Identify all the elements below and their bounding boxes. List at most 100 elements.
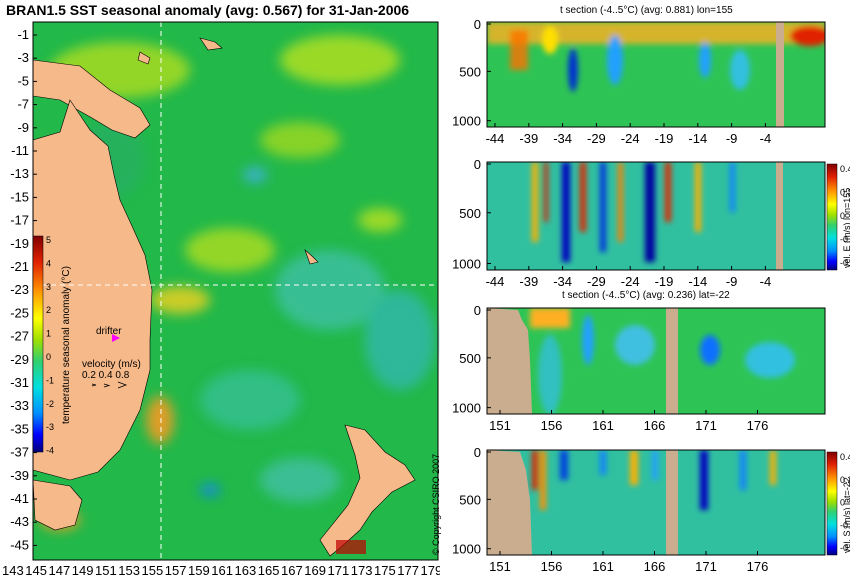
lon-tick-label: 147 <box>49 563 71 578</box>
lon-tick-labels: 143 145 147 149 151 153 155 157 159 161 163 165 167 1… <box>2 563 440 578</box>
lon-tick-label: 169 <box>304 563 326 578</box>
colorbar-tick-label: 5 <box>46 235 51 245</box>
velocity-colorbar-tick-label: 0.2 <box>840 188 850 198</box>
velocity-colorbar-tick-label: 0.4 <box>840 164 850 174</box>
lon-tick-label: 171 <box>328 563 350 578</box>
lon-tick-label: 177 <box>397 563 419 578</box>
lat-tick-label: -43 <box>10 514 29 529</box>
velocity-colorbar-tick-label: 0 <box>840 211 845 221</box>
colorbar-tick-label: -1 <box>46 375 54 385</box>
depth-tick-label: 1000 <box>452 257 481 272</box>
lat-tick-label: -27 <box>10 329 29 344</box>
x-tick-label: -14 <box>688 131 707 146</box>
panel4-field <box>487 450 825 555</box>
colorbar-tick-label: 3 <box>46 282 51 292</box>
x-tick-label: -34 <box>553 131 572 146</box>
map-colorbar-label: temperature seasonal anomaly (°C) <box>61 266 72 424</box>
lat-tick-label: -21 <box>10 259 29 274</box>
lat-tick-label: -39 <box>10 468 29 483</box>
lat-tick-label: -13 <box>10 166 29 181</box>
x-tick-label: -39 <box>519 274 538 289</box>
copyright: © Copyright CSIRO 2007 <box>431 453 441 555</box>
x-tick-label: -44 <box>486 131 505 146</box>
nz-hotspot <box>336 540 366 554</box>
lat-tick-label: -1 <box>17 27 29 42</box>
depth-tick-label: 500 <box>459 64 481 79</box>
drifter-icon <box>112 334 120 342</box>
lon-tick-label: 179 <box>421 563 441 578</box>
x-tick-label: 151 <box>489 418 511 433</box>
colorbar-tick-label: 0 <box>46 352 51 362</box>
x-tick-label: -4 <box>760 274 772 289</box>
depth-tick-label: 0 <box>474 445 481 460</box>
panel1-axes: 0 500 1000 -44 -39 -34 -29 -24 -19 -14 -9 -4 <box>452 17 826 146</box>
lat-tick-label: -3 <box>17 50 29 65</box>
x-tick-label: 161 <box>592 559 614 574</box>
depth-tick-label: 500 <box>459 351 481 366</box>
x-tick-label: -19 <box>655 274 674 289</box>
lat-tick-label: -5 <box>17 73 29 88</box>
panel1-field <box>487 22 825 127</box>
lon-tick-label: 143 <box>2 563 24 578</box>
lat-tick-label: -25 <box>10 305 29 320</box>
drifter-label: drifter <box>96 326 122 337</box>
depth-tick-label: 0 <box>474 157 481 172</box>
x-tick-label: 156 <box>541 418 563 433</box>
lon-tick-label: 161 <box>211 563 233 578</box>
lat-tick-label: -7 <box>17 97 29 112</box>
velocity-colorbar-tick-label: -0.4 <box>840 258 850 268</box>
x-tick-label: 151 <box>489 559 511 574</box>
x-tick-label: -24 <box>621 274 640 289</box>
lon-tick-label: 159 <box>188 563 210 578</box>
lat-tick-label: -35 <box>10 421 29 436</box>
velocity-colorbar-tick-label: 0.4 <box>840 452 850 462</box>
colorbar-tick-label: 4 <box>46 258 51 268</box>
lat-tick-label: -41 <box>10 491 29 506</box>
x-tick-label: 171 <box>695 418 717 433</box>
colorbar-tick-label: 2 <box>46 305 51 315</box>
lat-tick-labels: -1 -3 -5 -7 -9 -11 -13 -15 -17 -19 -21 -23 -25 -27 -29… <box>10 27 37 552</box>
lat-tick-label: -23 <box>10 282 29 297</box>
panel-frame <box>486 307 826 415</box>
section-panels: 0 500 1000 -44 -39 -34 -29 -24 -19 -14 -9 -4 0 500 100… <box>452 17 850 574</box>
depth-tick-label: 500 <box>459 206 481 221</box>
panel-frame <box>486 21 826 128</box>
depth-tick-label: 1000 <box>452 114 481 129</box>
x-tick-label: -44 <box>486 274 505 289</box>
lat-tick-label: -15 <box>10 189 29 204</box>
panel2-colorbar <box>826 163 838 271</box>
x-tick-label: -19 <box>655 131 674 146</box>
x-tick-label: -29 <box>587 131 606 146</box>
velocity-colorbar-tick-label: -0.2 <box>840 235 850 245</box>
depth-tick-label: 0 <box>474 17 481 32</box>
lon-tick-label: 145 <box>25 563 47 578</box>
panel-frame <box>486 161 826 271</box>
x-tick-label: -24 <box>621 131 640 146</box>
x-tick-label: -39 <box>519 131 538 146</box>
velocity-colorbar-tick-label: 0 <box>840 498 845 508</box>
panel2-field <box>487 162 825 270</box>
lat-tick-label: -33 <box>10 398 29 413</box>
lat-tick-label: -37 <box>10 445 29 460</box>
depth-tick-label: 0 <box>474 303 481 318</box>
panel3-title: t section (-4..5°C) (avg: 0.236) lat=-22 <box>562 290 730 301</box>
lat-tick-label: -11 <box>11 143 29 158</box>
x-tick-label: 166 <box>644 559 666 574</box>
lon-tick-label: 157 <box>165 563 187 578</box>
x-tick-label: -29 <box>587 274 606 289</box>
depth-tick-label: 1000 <box>452 542 481 557</box>
map-colorbar <box>32 235 44 453</box>
x-tick-label: 161 <box>592 418 614 433</box>
panel3-axes: 0 500 1000 151 156 161 166 171 176 <box>452 303 826 433</box>
map-colorbar-ticks: 5 4 3 2 1 0 -1 -2 -3 -4 <box>46 235 54 456</box>
lat-tick-label: -17 <box>10 213 29 228</box>
panel-frame <box>486 449 826 556</box>
depth-tick-label: 1000 <box>452 401 481 416</box>
velocity-axis-label: vel. E (m/s) lon=155 <box>842 188 850 268</box>
x-tick-label: 176 <box>747 559 769 574</box>
panel4-axes: 0 500 1000 151 156 161 166 171 176 0.4 0.2 0 -0.2 -0.… <box>452 445 850 574</box>
panel3-field <box>487 308 825 414</box>
lon-tick-label: 165 <box>258 563 280 578</box>
lat-tick-label: -45 <box>10 537 29 552</box>
lon-tick-label: 167 <box>281 563 303 578</box>
